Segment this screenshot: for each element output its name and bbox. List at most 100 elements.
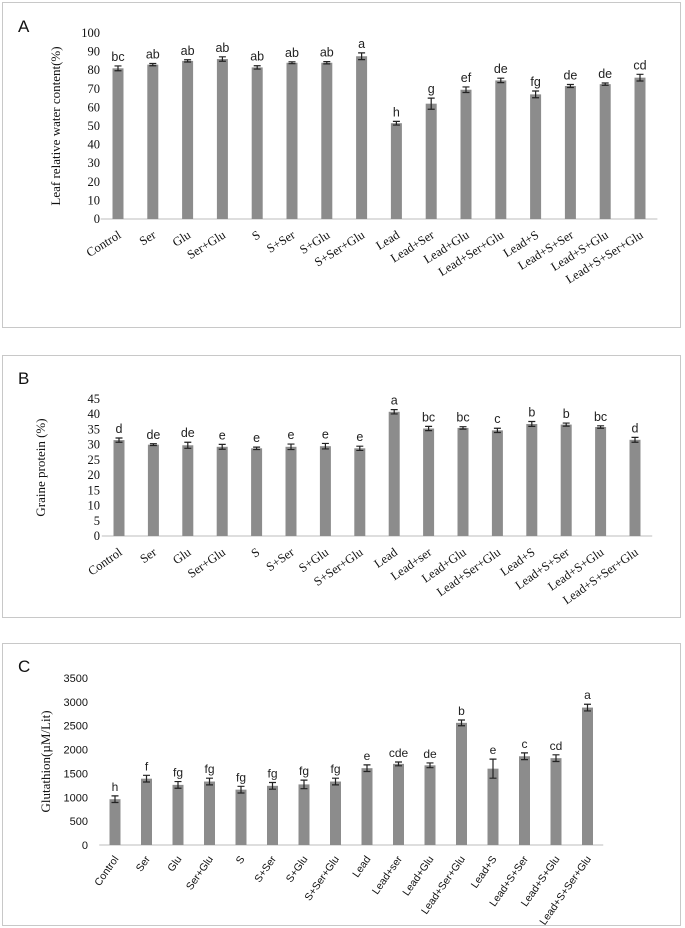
panel-a-bar (147, 64, 159, 220)
panel-c-significance-label: fg (299, 764, 309, 778)
panel-b-y-tick-label: 25 (88, 453, 101, 467)
panel-c-error-bar (237, 785, 245, 794)
chart-panel-a: 0 10 20 30 40 50 60 70 80 90 100 Leaf relative wate… (48, 26, 658, 286)
panel-a-error-bar (184, 59, 192, 63)
panel-b-significance-label: d (116, 422, 123, 436)
panel-b-x-tick-label: Ser (137, 545, 159, 567)
panel-b-error-bar (287, 443, 295, 451)
panel-c-y-tick-label: 3000 (64, 697, 88, 709)
panel-a-y-tick-label: 0 (94, 212, 100, 226)
panel-a-x-tick-label: Control (84, 227, 124, 259)
panel-a-y-tick-label: 30 (88, 156, 101, 170)
panel-c-error-bar (269, 781, 276, 790)
panel-a-label: A (18, 17, 30, 36)
panel-a-significance-label: ab (320, 46, 334, 60)
panel-a-error-bar (253, 65, 261, 70)
panel-a-y-tick-label: 20 (88, 175, 101, 189)
panel-c-significance-label: b (458, 704, 465, 718)
panel-b-y-tick-label: 5 (94, 514, 100, 528)
panel-c-bar (204, 781, 215, 845)
panel-c-y-tick-label: 2000 (64, 745, 88, 757)
panel-c-significance-label: c (522, 737, 528, 751)
panel-a-bar (286, 62, 298, 220)
panel-c-y-tick-label: 1000 (64, 792, 88, 804)
panel-c-bar (235, 789, 247, 845)
panel-c-y-tick-label: 1500 (64, 768, 88, 780)
panel-c-bar (141, 778, 152, 845)
panel-b-x-tick-label: S+Ser (264, 545, 298, 575)
panel-b-significance-label: bc (594, 410, 607, 424)
panel-b-bar (251, 448, 263, 536)
panel-c-bar (393, 763, 404, 845)
panel-a-significance-label: a (358, 37, 365, 51)
panel-b-error-bar (356, 445, 364, 452)
panel-a-bar (495, 80, 507, 220)
panel-b-significance-label: e (253, 431, 260, 445)
panel-c-y-tick-label: 2500 (64, 721, 88, 733)
panel-a-y-tick-label: 80 (88, 63, 101, 77)
panel-a-x-tick-label: S+Ser (264, 227, 298, 256)
panel-c-significance-label: de (423, 747, 437, 761)
panel-c-significance-label: fg (267, 766, 277, 780)
panel-a-significance-label: fg (530, 75, 540, 89)
panel-b-significance-label: e (322, 427, 329, 441)
panel-c-error-bar (206, 777, 213, 786)
panel-a-error-bar (462, 86, 470, 94)
panel-b-significance-label: de (146, 428, 160, 442)
panel-c-x-tick-label: Ser+Glu (184, 854, 216, 893)
panel-b-significance-label: e (356, 430, 363, 444)
panel-a-error-bar (427, 97, 435, 110)
panel-b-y-tick-label: 35 (88, 422, 101, 436)
panel-b-significance-label: de (181, 426, 195, 440)
panel-c-significance-label: f (145, 759, 149, 773)
panel-b-bar (388, 411, 400, 536)
panel-c-bar (456, 722, 467, 845)
panel-b-error-bar (493, 427, 501, 434)
panel-b-significance-label: bc (456, 411, 469, 425)
panel-c-error-bar (584, 703, 591, 712)
panel-c-x-tick-label: Lead+S (469, 854, 500, 891)
panel-b-y-tick-label: 10 (88, 499, 101, 513)
panel-a-bar (182, 60, 194, 220)
panel-b-bar (629, 439, 641, 536)
panel-c-x-tick-label: Glu (165, 854, 184, 874)
panel-a-y-tick-label: 100 (81, 26, 100, 40)
panel-a-significance-label: bc (111, 50, 124, 64)
panel-b-significance-label: e (288, 428, 295, 442)
panel-b-label: B (18, 369, 29, 388)
panel-a-bar (390, 123, 402, 219)
panel-c-significance-label: cde (389, 746, 409, 760)
panel-a-y-tick-label: 10 (88, 193, 101, 207)
panel-a-bar (112, 68, 124, 219)
panel-b-significance-label: c (494, 412, 500, 426)
panel-a-significance-label: de (598, 67, 612, 81)
panel-a-significance-label: de (494, 62, 508, 76)
panel-b-significance-label: a (391, 394, 398, 408)
panel-c-error-bar (521, 752, 528, 761)
panel-a-significance-label: ab (285, 46, 299, 60)
panel-c-significance-label: e (364, 749, 371, 763)
panel-c-significance-label: fg (173, 766, 183, 780)
panel-b-bar (319, 446, 331, 536)
panel-c-bar (298, 784, 310, 845)
panel-b-x-tick-label: Control (85, 545, 125, 579)
panel-b-error-bar (459, 426, 467, 430)
panel-a-significance-label: ab (250, 50, 264, 64)
panel-a-bar (530, 94, 542, 219)
panel-b-error-bar (253, 446, 261, 451)
panel-a-y-tick-label: 90 (88, 45, 101, 59)
panel-a-bar (460, 89, 472, 219)
panel-a-error-bar (218, 56, 226, 62)
panel-a-x-tick-label: Ser (137, 227, 159, 248)
panel-c-error-bar (143, 774, 150, 783)
panel-b-error-bar (631, 436, 639, 443)
panel-b-bar (423, 428, 435, 536)
panel-a-error-bar (323, 61, 331, 65)
panel-a-significance-label: h (393, 105, 400, 119)
panel-a-y-tick-label: 50 (88, 119, 101, 133)
panel-b-significance-label: bc (422, 410, 435, 424)
panel-c-significance-label: fg (330, 762, 340, 776)
panel-b-y-axis-label: Graine protein (%) (33, 418, 48, 516)
